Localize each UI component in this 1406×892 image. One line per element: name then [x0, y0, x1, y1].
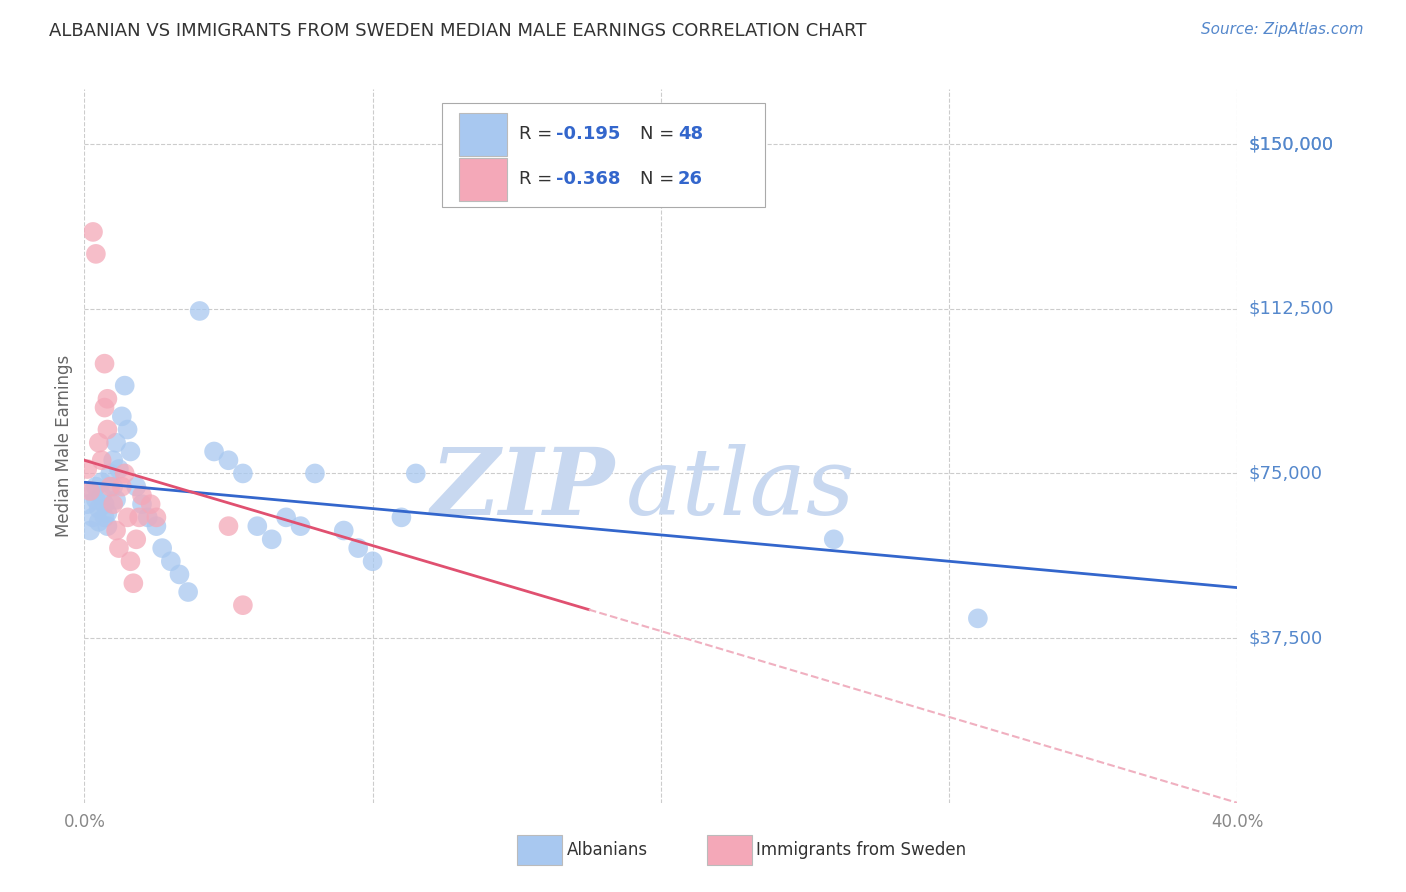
Point — [84, 247, 107, 261]
Point — [217, 453, 239, 467]
Point — [128, 510, 150, 524]
Text: -0.368: -0.368 — [555, 170, 620, 188]
Point — [82, 483, 104, 498]
Point — [391, 510, 413, 524]
Point — [823, 533, 845, 547]
Text: $150,000: $150,000 — [1249, 135, 1333, 153]
Point — [160, 554, 183, 568]
Point — [105, 524, 128, 538]
Text: 48: 48 — [678, 125, 703, 143]
Point — [103, 497, 124, 511]
Point — [76, 462, 98, 476]
Point — [114, 467, 136, 481]
Point — [87, 515, 110, 529]
Point — [87, 435, 110, 450]
Text: Immigrants from Sweden: Immigrants from Sweden — [756, 841, 966, 859]
Point — [260, 533, 283, 547]
Point — [90, 475, 112, 490]
Point — [136, 510, 159, 524]
Point — [93, 510, 115, 524]
Point — [120, 554, 142, 568]
Point — [108, 462, 131, 476]
Y-axis label: Median Male Earnings: Median Male Earnings — [55, 355, 73, 537]
Point — [82, 510, 104, 524]
Text: ALBANIAN VS IMMIGRANTS FROM SWEDEN MEDIAN MALE EARNINGS CORRELATION CHART: ALBANIAN VS IMMIGRANTS FROM SWEDEN MEDIA… — [49, 22, 866, 40]
Point — [111, 480, 134, 494]
Point — [967, 611, 990, 625]
Point — [188, 304, 211, 318]
Point — [145, 519, 167, 533]
Text: Source: ZipAtlas.com: Source: ZipAtlas.com — [1201, 22, 1364, 37]
Point — [111, 409, 134, 424]
Text: ZIP: ZIP — [430, 444, 614, 533]
Text: Albanians: Albanians — [567, 841, 648, 859]
Point — [82, 225, 104, 239]
Point — [232, 467, 254, 481]
Point — [150, 541, 173, 555]
Point — [145, 510, 167, 524]
Point — [122, 576, 145, 591]
Point — [93, 497, 115, 511]
Point — [332, 524, 354, 538]
Point — [103, 453, 124, 467]
Point — [304, 467, 326, 481]
Text: $150,000: $150,000 — [1249, 135, 1333, 153]
Point — [93, 401, 115, 415]
Point — [177, 585, 200, 599]
Point — [108, 541, 131, 555]
Point — [93, 357, 115, 371]
FancyBboxPatch shape — [458, 113, 508, 155]
Point — [117, 510, 139, 524]
Point — [90, 453, 112, 467]
Point — [90, 488, 112, 502]
Point — [120, 444, 142, 458]
FancyBboxPatch shape — [458, 159, 508, 201]
Point — [117, 423, 139, 437]
Point — [139, 497, 162, 511]
Point — [405, 467, 427, 481]
Text: $37,500: $37,500 — [1249, 629, 1323, 647]
Text: $75,000: $75,000 — [1249, 465, 1323, 483]
Point — [217, 519, 239, 533]
Point — [96, 506, 118, 520]
Point — [131, 497, 153, 511]
Text: -0.195: -0.195 — [555, 125, 620, 143]
Point — [79, 524, 101, 538]
Point — [125, 480, 148, 494]
Text: N =: N = — [640, 125, 681, 143]
Point — [76, 497, 98, 511]
Point — [290, 519, 312, 533]
Text: R =: R = — [519, 170, 558, 188]
Point — [84, 480, 107, 494]
Text: R =: R = — [519, 125, 558, 143]
Point — [347, 541, 370, 555]
Point — [96, 423, 118, 437]
Text: N =: N = — [640, 170, 681, 188]
Point — [246, 519, 269, 533]
Point — [105, 435, 128, 450]
Point — [98, 467, 121, 481]
Point — [105, 492, 128, 507]
Point — [84, 492, 107, 507]
FancyBboxPatch shape — [441, 103, 765, 207]
Point — [361, 554, 384, 568]
Point — [202, 444, 225, 458]
Point — [103, 480, 124, 494]
Text: atlas: atlas — [626, 444, 856, 533]
Point — [125, 533, 148, 547]
Point — [232, 598, 254, 612]
Point — [114, 378, 136, 392]
Point — [87, 501, 110, 516]
Point — [98, 480, 121, 494]
Point — [131, 488, 153, 502]
Text: 26: 26 — [678, 170, 703, 188]
Point — [79, 483, 101, 498]
Point — [274, 510, 298, 524]
Point — [96, 519, 118, 533]
Text: $112,500: $112,500 — [1249, 300, 1334, 318]
Point — [96, 392, 118, 406]
Point — [169, 567, 191, 582]
